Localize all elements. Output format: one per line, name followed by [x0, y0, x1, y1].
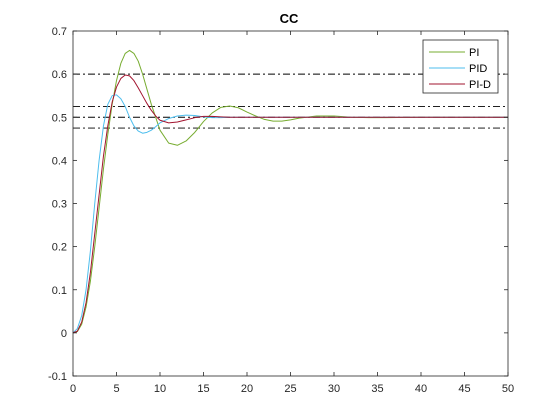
x-axis: 0 5 10 15 20 25 30 35 40 45 50	[70, 31, 514, 395]
y-axis: -0.1 0 0.1 0.2 0.3 0.4 0.5 0.6 0.7	[48, 26, 508, 383]
y-tick-label: 0.6	[52, 69, 67, 81]
y-tick-label: 0.1	[52, 285, 67, 297]
series-line-pi	[72, 49, 508, 334]
y-tick-label: 0.5	[52, 112, 67, 124]
y-tick-label: 0.4	[52, 155, 67, 167]
legend-label: PID	[469, 63, 487, 75]
legend-label: PI	[469, 47, 479, 59]
x-tick-label: 0	[70, 383, 76, 395]
legend-label: PI-D	[469, 79, 491, 91]
chart-title: CC	[280, 11, 299, 26]
x-tick-label: 25	[284, 383, 296, 395]
y-tick-label: 0.7	[52, 26, 67, 38]
x-tick-label: 5	[113, 383, 119, 395]
series-line-pi-d	[72, 74, 508, 334]
y-tick-label: -0.1	[48, 371, 67, 383]
x-tick-label: 45	[458, 383, 470, 395]
y-tick-label: 0.3	[52, 199, 67, 211]
y-tick-label: 0	[61, 328, 67, 340]
series-layer	[72, 49, 508, 334]
x-tick-label: 40	[415, 383, 427, 395]
y-tick-label: 0.2	[52, 242, 67, 254]
x-tick-label: 35	[371, 383, 383, 395]
x-tick-label: 15	[197, 383, 209, 395]
x-tick-label: 30	[328, 383, 340, 395]
legend: PI PID PI-D	[422, 39, 499, 94]
x-tick-label: 50	[502, 383, 514, 395]
x-tick-label: 10	[154, 383, 166, 395]
x-tick-label: 20	[241, 383, 253, 395]
